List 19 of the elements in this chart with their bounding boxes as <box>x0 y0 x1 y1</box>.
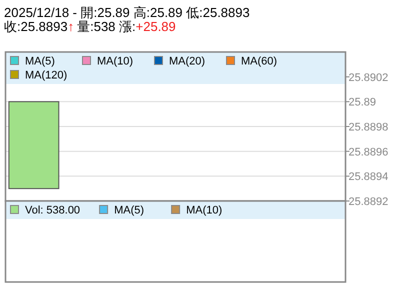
legend-label: MA(10) <box>97 56 134 68</box>
y-tick-label: 25.8902 <box>348 72 388 84</box>
legend-label: MA(5) <box>114 204 144 216</box>
y-tick-label: 25.89 <box>348 96 376 109</box>
text: 量:538 漲: <box>77 19 136 34</box>
legend-label: MA(5) <box>25 56 55 68</box>
legend-label: MA(120) <box>25 70 68 82</box>
chart-title: 2025/12/18 - 開:25.89 高:25.89 低:25.8893 <box>4 5 250 20</box>
y-tick-label: 25.8892 <box>348 196 388 208</box>
text: 收:25.8893 <box>4 19 68 34</box>
legend-label: MA(20) <box>169 56 206 68</box>
text: ↑ <box>68 19 74 34</box>
y-tick-label: 25.8896 <box>348 146 388 158</box>
legend-label: Vol: 538.00 <box>25 204 80 216</box>
y-tick-label: 25.8898 <box>348 122 388 134</box>
text: +25.89 <box>136 19 176 34</box>
legend-label: MA(60) <box>241 56 278 68</box>
legend-label: MA(10) <box>186 204 222 216</box>
y-tick-label: 25.8894 <box>348 171 388 184</box>
